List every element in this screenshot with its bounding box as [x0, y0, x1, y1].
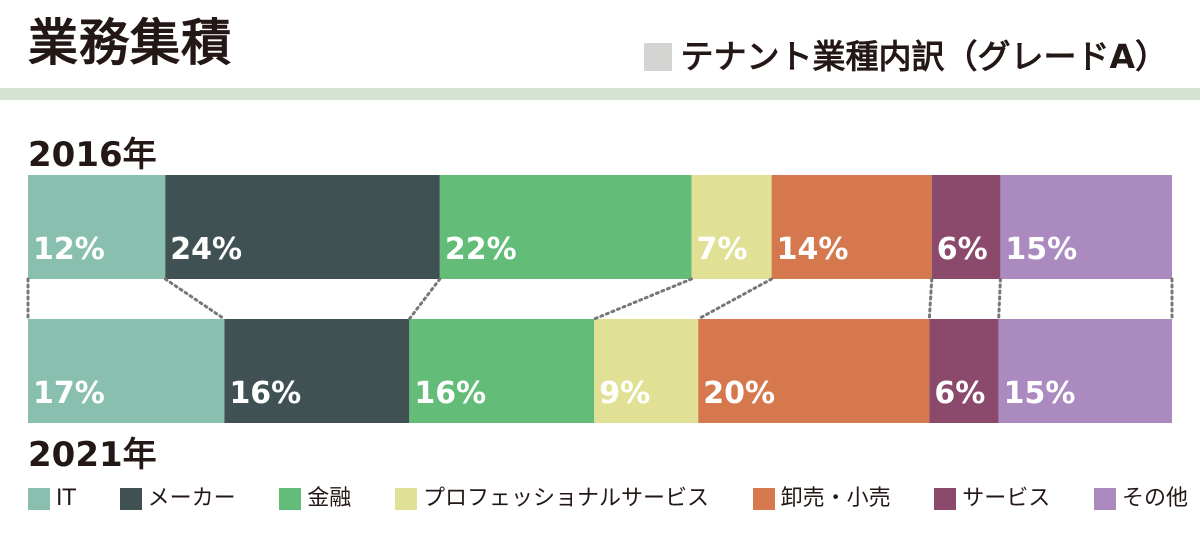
year-label-2021: 2021年	[28, 435, 157, 475]
legend-item-4: 卸売・小売	[752, 486, 891, 511]
bar-label-2016-1: 24%	[170, 232, 242, 267]
bar-label-2016-3: 7%	[697, 232, 748, 267]
bar-segment-2021-0	[28, 319, 225, 423]
bar-label-2016-0: 12%	[33, 232, 105, 267]
legend-swatch-1	[119, 488, 142, 510]
legend-swatch-2	[279, 488, 302, 510]
bar-label-2021-1: 16%	[229, 376, 301, 411]
legend-item-6: その他	[1093, 486, 1188, 511]
bar-segment-2016-2	[439, 175, 692, 279]
page-title: 業務集積	[28, 14, 232, 72]
bar-segment-2016-4	[771, 175, 932, 279]
legend-swatch-3	[394, 488, 417, 510]
chart-subtitle: テナント業種内訳（グレードA）	[680, 37, 1168, 76]
bar-label-2021-0: 17%	[33, 376, 105, 411]
legend-label-1: メーカー	[147, 486, 236, 511]
bar-segment-2016-5	[931, 175, 1001, 279]
connector-line-5	[927, 277, 934, 321]
legend-label-2: 金融	[307, 486, 352, 511]
bar-label-2016-2: 22%	[445, 232, 517, 267]
legend-item-1: メーカー	[119, 486, 236, 511]
connector-line-1	[163, 277, 226, 321]
bar-segment-2021-5	[929, 319, 999, 423]
legend-swatch-4	[752, 488, 775, 510]
connector-line-6	[997, 277, 1002, 321]
chart-subtitle-group: テナント業種内訳（グレードA）	[644, 40, 1168, 73]
connector-line-4	[696, 277, 774, 321]
bar-segment-2016-6	[1000, 175, 1172, 279]
bar-label-2021-2: 16%	[414, 376, 486, 411]
bar-label-2021-3: 9%	[599, 376, 650, 411]
connector-line-2	[407, 277, 442, 321]
bar-label-2021-5: 6%	[934, 376, 985, 411]
bar-segment-2021-1	[224, 319, 410, 423]
bar-label-2016-6: 15%	[1005, 232, 1077, 267]
bar-segment-2021-6	[998, 319, 1172, 423]
legend-label-6: その他	[1121, 486, 1188, 511]
legend-label-3: プロフェッショナルサービス	[422, 486, 709, 511]
year-label-2016: 2016年	[28, 135, 157, 175]
bar-label-2021-4: 20%	[703, 376, 775, 411]
legend-swatch-5	[934, 488, 957, 510]
legend-item-0: IT	[28, 488, 76, 510]
legend-swatch-0	[28, 488, 50, 510]
legend-swatch-6	[1093, 488, 1116, 510]
bar-segment-2021-4	[698, 319, 930, 423]
legend-item-2: 金融	[279, 488, 351, 510]
bar-segment-2021-2	[409, 319, 595, 423]
bar-label-2016-5: 6%	[937, 232, 988, 267]
legend-item-5: サービス	[934, 488, 1050, 510]
legend-label-0: IT	[56, 486, 76, 511]
bar-segment-2021-3	[594, 319, 699, 423]
bar-segment-2016-1	[165, 175, 440, 279]
connector-line-3	[592, 277, 694, 321]
bar-label-2016-4: 14%	[777, 232, 849, 267]
bar-segment-2016-3	[691, 175, 772, 279]
header-divider	[0, 88, 1200, 100]
chart-legend: IT メーカー 金融 プロフェッショナルサービス 卸売・小売 サービス その他	[28, 488, 1188, 510]
subtitle-square-icon	[644, 42, 673, 71]
legend-label-4: 卸売・小売	[780, 486, 891, 511]
legend-label-5: サービス	[962, 486, 1051, 511]
bar-label-2021-6: 15%	[1004, 376, 1076, 411]
bar-segment-2016-0	[28, 175, 166, 279]
legend-item-3: プロフェッショナルサービス	[394, 486, 709, 511]
